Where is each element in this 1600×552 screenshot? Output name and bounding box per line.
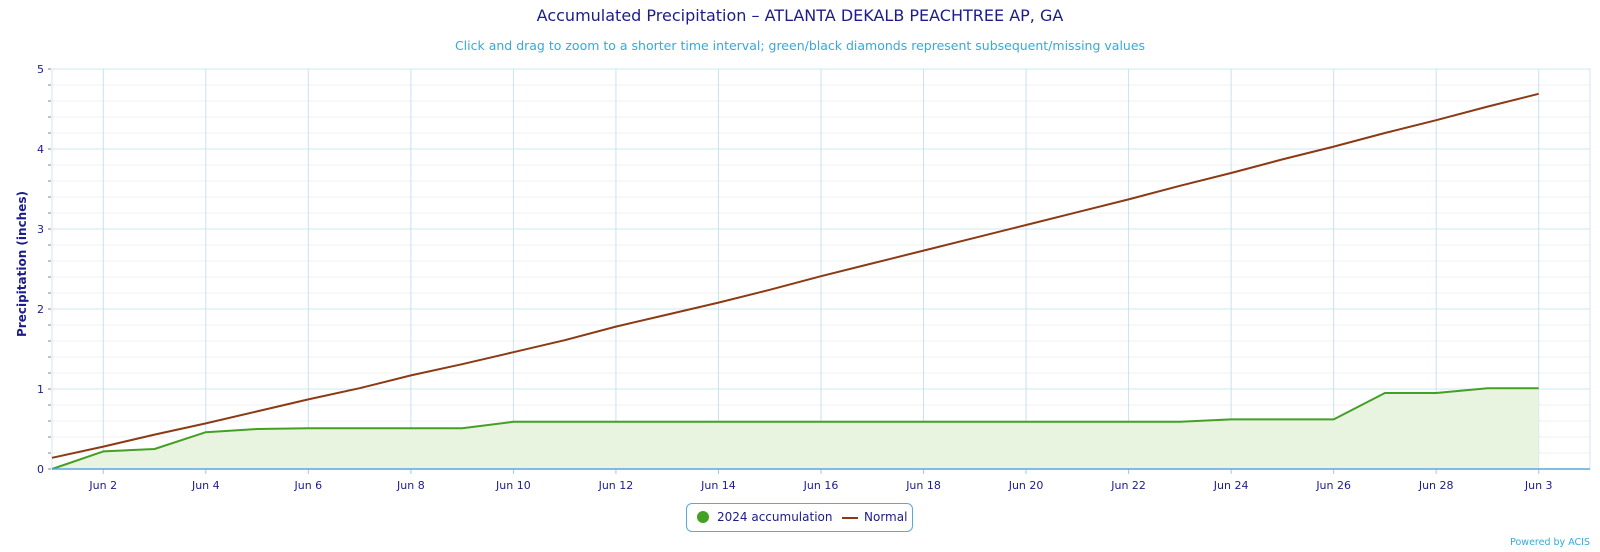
x-tick-label: Jun 20 <box>1008 479 1044 492</box>
x-tick-label: Jun 12 <box>598 479 634 492</box>
x-tick-label: Jun 6 <box>293 479 322 492</box>
credit-link[interactable]: Powered by ACIS <box>1510 537 1590 548</box>
x-tick-label: Jun 22 <box>1110 479 1146 492</box>
y-axis-label: Precipitation (inches) <box>15 191 29 337</box>
series-area-0 <box>52 388 1539 469</box>
y-tick-label: 3 <box>37 223 44 236</box>
series-layer <box>51 92 1539 470</box>
x-tick-label: Jun 3 <box>1524 479 1553 492</box>
y-tick-label: 2 <box>37 303 44 316</box>
chart-subtitle: Click and drag to zoom to a shorter time… <box>454 38 1146 53</box>
x-tick-label: Jun 14 <box>700 479 736 492</box>
series-line-1 <box>51 92 1539 459</box>
y-tick-label: 0 <box>37 463 44 476</box>
x-tick-label: Jun 4 <box>191 479 220 492</box>
green-dot-icon <box>697 511 709 523</box>
y-tick-label: 4 <box>37 143 44 156</box>
brown-line-icon <box>842 517 858 519</box>
axis-layer: 0 1 2 3 4 5 Jun 2 Jun 4 Jun 6 Jun 8 Jun 10 Jun 12 Ju… <box>37 63 1590 492</box>
x-tick-label: Jun 24 <box>1213 479 1249 492</box>
legend-item-normal[interactable]: Normal <box>842 504 912 531</box>
x-tick-label: Jun 18 <box>905 479 941 492</box>
legend-label-2024: 2024 accumulation <box>717 510 833 524</box>
x-tick-label: Jun 28 <box>1418 479 1454 492</box>
legend-label-normal: Normal <box>864 510 908 524</box>
legend: 2024 accumulation Normal <box>686 503 913 532</box>
x-tick-label: Jun 2 <box>88 479 117 492</box>
chart-title: Accumulated Precipitation – ATLANTA DEKA… <box>536 6 1064 25</box>
series-line-0 <box>51 387 1539 470</box>
x-tick-label: Jun 10 <box>495 479 531 492</box>
y-tick-label: 5 <box>37 63 44 76</box>
x-tick-label: Jun 26 <box>1315 479 1351 492</box>
legend-item-2024[interactable]: 2024 accumulation <box>697 504 832 531</box>
x-tick-label: Jun 16 <box>803 479 839 492</box>
x-tick-label: Jun 8 <box>396 479 425 492</box>
y-tick-label: 1 <box>37 383 44 396</box>
